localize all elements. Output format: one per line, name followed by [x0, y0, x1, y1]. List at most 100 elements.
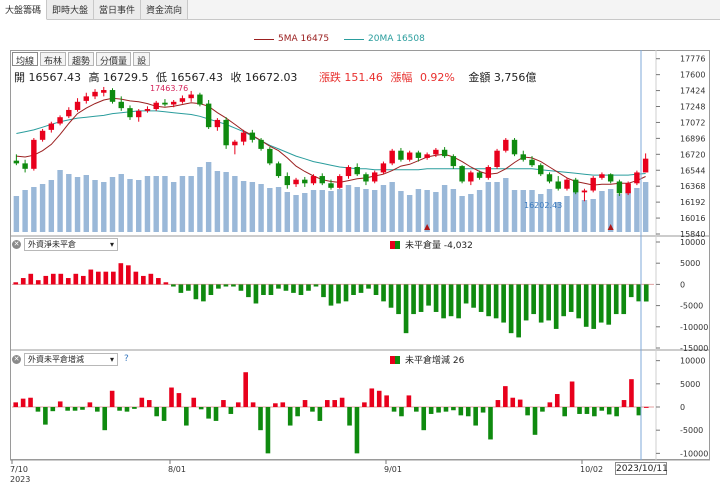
netoi-bar	[486, 284, 491, 317]
volume-bar	[48, 180, 55, 232]
volume-bar	[433, 192, 439, 232]
volume-bar	[118, 174, 124, 232]
volume-bar	[503, 178, 509, 232]
volume-bar	[179, 176, 186, 232]
candle-body	[31, 139, 37, 169]
netoi-bar	[313, 284, 319, 287]
netoi-bar	[561, 284, 567, 317]
volume-bar	[92, 180, 98, 232]
volume-bar	[162, 176, 168, 232]
toolbar-bollinger-button[interactable]: 布林	[40, 52, 67, 67]
tab-realtime-market[interactable]: 即時大盤	[47, 0, 95, 19]
volume-bar	[57, 170, 63, 232]
ma20-legend-label: 20MA 16508	[368, 34, 425, 44]
netoi-bar	[253, 284, 259, 304]
volume-bar	[581, 200, 588, 232]
oichange-bar	[495, 400, 501, 407]
volume-bar	[363, 189, 369, 232]
toolbar-price-volume-button[interactable]: 分價量	[96, 52, 132, 67]
panel2-close-icon[interactable]: ✕	[12, 240, 21, 249]
netoi-bar	[373, 284, 379, 295]
oichange-bar	[117, 407, 122, 411]
candle-body	[354, 166, 360, 175]
netoi-bar	[546, 284, 551, 321]
netoi-bar	[636, 284, 642, 302]
netoi-bar	[418, 284, 424, 312]
oichange-bar	[191, 397, 197, 407]
candle-body	[214, 119, 221, 128]
oichange-bar	[43, 407, 48, 425]
tab-fund-flow[interactable]: 資金流向	[141, 0, 189, 19]
candle-body	[642, 158, 649, 173]
panel2-select[interactable]: 外資淨未平倉 ▾	[24, 238, 118, 251]
netoi-bar	[306, 284, 311, 291]
stat-pct: 0.92%	[419, 71, 455, 84]
toolbar-settings-button[interactable]: 設	[133, 52, 151, 67]
volume-bar	[258, 184, 264, 232]
oichange-bar	[154, 407, 159, 417]
netoi-bar	[441, 284, 446, 319]
ma-legend: 5MA 16475 20MA 16508	[0, 34, 720, 48]
oichange-bar	[302, 400, 308, 407]
netoi-bar	[261, 284, 266, 295]
candle-body	[48, 123, 55, 130]
volume-bar	[450, 189, 457, 232]
volume-bar	[371, 190, 378, 232]
ma5-swatch	[254, 38, 274, 40]
volume-bar	[136, 180, 142, 232]
tab-daily-events[interactable]: 當日事件	[94, 0, 142, 19]
candle-body	[494, 150, 500, 167]
volume-bar	[590, 199, 596, 232]
oichange-bar	[406, 395, 412, 407]
oichange-y-tick-label: 10000	[680, 357, 705, 366]
volume-bar	[109, 177, 116, 232]
oichange-bar	[109, 390, 115, 407]
volume-bar	[39, 184, 46, 232]
volume-bar	[267, 188, 273, 232]
netoi-bar	[643, 284, 649, 302]
volume-bar	[13, 196, 20, 232]
candle-body	[529, 159, 535, 166]
volume-bar	[538, 194, 544, 232]
panel2-legend-label: 未平倉量 -4,032	[405, 241, 473, 251]
volume-bar	[127, 179, 133, 232]
candle-body	[127, 108, 133, 118]
volume-bar	[607, 189, 614, 232]
oichange-y-tick-label: 5000	[680, 380, 700, 389]
oichange-bar	[72, 407, 78, 411]
tab-market-chips[interactable]: 大盤籌碼	[0, 0, 48, 20]
candle-body	[337, 176, 343, 188]
candle-body	[101, 90, 107, 93]
oichange-bar	[473, 407, 478, 426]
panel3-select[interactable]: 外資未平倉增減 ▾	[24, 353, 118, 366]
oichange-bar	[503, 386, 508, 407]
oichange-bar	[35, 407, 41, 412]
candle-body	[319, 176, 325, 184]
toolbar-trend-button[interactable]: 趨勢	[68, 52, 95, 67]
netoi-y-tick-label: 5000	[680, 259, 700, 268]
toolbar-ma-button[interactable]: 均線	[12, 52, 39, 67]
oichange-bar	[132, 407, 137, 409]
candle-body	[398, 150, 404, 160]
volume-bar	[144, 176, 151, 232]
netoi-bar	[193, 284, 199, 300]
volume-bar	[406, 195, 413, 232]
panel3-close-icon[interactable]: ✕	[12, 355, 21, 364]
candle-body	[109, 90, 116, 102]
oichange-bar	[384, 395, 389, 407]
tab-bar: 大盤籌碼 即時大盤 當日事件 資金流向	[0, 0, 720, 20]
candle-body	[511, 139, 518, 155]
netoi-bar	[538, 284, 544, 323]
volume-bar	[634, 188, 640, 232]
netoi-bar	[411, 284, 416, 315]
chevron-down-icon: ▾	[109, 240, 114, 249]
candle-body	[389, 150, 395, 164]
y-tick-label: 17600	[680, 71, 705, 80]
oichange-y-tick-label: -5000	[680, 426, 703, 435]
y-tick-label: 17776	[680, 55, 705, 64]
stat-high: 高 16729.5	[88, 71, 149, 84]
help-icon[interactable]: ?	[124, 354, 129, 364]
oichange-bar	[636, 407, 642, 416]
oichange-bar	[13, 402, 19, 407]
